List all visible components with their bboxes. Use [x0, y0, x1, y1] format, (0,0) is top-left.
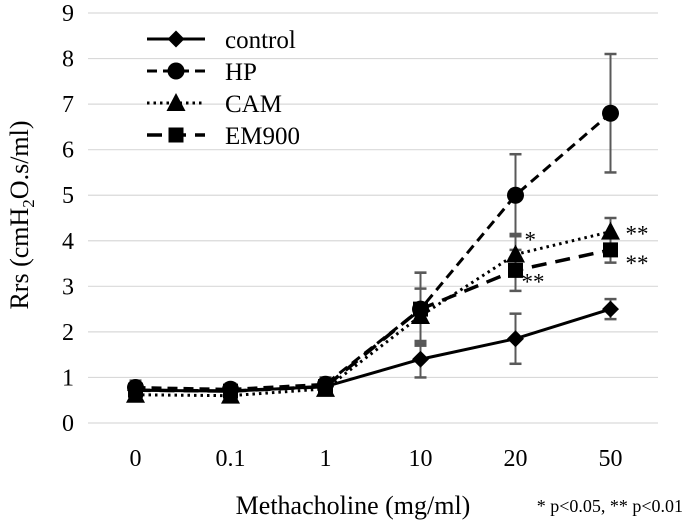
legend-label-EM900: EM900 — [225, 123, 300, 150]
legend-item-HP: HP — [147, 59, 257, 86]
marker-control-50 — [602, 300, 619, 318]
y-tick-labels-group: 0 1 2 3 4 5 6 7 8 9 — [62, 1, 74, 437]
marker-HP-50 — [602, 104, 619, 122]
y-tick-label-9: 9 — [62, 1, 74, 27]
significance-footnote: * p<0.05, ** p<0.01 — [536, 496, 683, 516]
legend-label-CAM: CAM — [225, 91, 282, 118]
y-tick-label-8: 8 — [62, 47, 74, 73]
series-line-HP — [135, 112, 612, 391]
y-tick-label-4: 4 — [62, 229, 74, 255]
marker-EM900-0 — [128, 382, 143, 398]
x-axis-title: Methacholine (mg/ml) — [235, 491, 471, 520]
legend-marker-HP-icon — [167, 62, 185, 80]
series-EM900 — [128, 242, 618, 399]
x-tick-label-1: 1 — [320, 446, 332, 472]
series-line-EM900 — [135, 248, 611, 393]
series-CAM — [126, 221, 620, 404]
legend-marker-CAM-icon — [166, 93, 186, 111]
y-axis-title-subscript: 2 — [19, 199, 39, 208]
marker-HP-20 — [507, 186, 524, 204]
x-tick-label-0.1: 0.1 — [216, 446, 246, 472]
annotation-CAM-50: ** — [626, 222, 649, 247]
legend-label-control: control — [225, 27, 296, 54]
marker-EM900-20 — [508, 262, 523, 278]
legend-marker-EM900-icon — [168, 127, 184, 143]
x-tick-label-0: 0 — [130, 446, 142, 472]
y-tick-label-5: 5 — [62, 183, 74, 209]
legend-item-CAM: CAM — [147, 91, 282, 118]
x-tick-label-50: 50 — [599, 446, 623, 472]
x-tick-label-10: 10 — [409, 446, 433, 472]
y-tick-label-0: 0 — [62, 411, 74, 437]
marker-control-10 — [412, 350, 429, 368]
y-axis-title-post: O.s/ml) — [5, 120, 34, 200]
marker-EM900-1 — [318, 379, 333, 395]
annotation-CAM-20: * — [525, 227, 537, 252]
series-control — [127, 300, 619, 400]
legend-item-control: control — [147, 27, 296, 54]
y-tick-label-2: 2 — [62, 320, 74, 346]
x-tick-labels-group: 0 0.1 1 10 20 50 — [130, 446, 623, 472]
marker-CAM-50 — [601, 221, 620, 240]
marker-CAM-20 — [506, 244, 525, 263]
legend: control HP CAM EM900 — [147, 27, 300, 150]
y-axis-title-pre: Rrs (cmH — [5, 207, 34, 310]
y-tick-label-6: 6 — [62, 138, 74, 164]
marker-EM900-50 — [603, 242, 618, 258]
legend-marker-control-icon — [167, 30, 185, 48]
legend-item-EM900: EM900 — [147, 123, 300, 150]
series-line-control — [135, 307, 611, 393]
gridlines-group — [88, 12, 658, 424]
annotations-group: ******* — [522, 222, 649, 295]
series-line-CAM — [135, 230, 611, 398]
marker-control-20 — [507, 330, 524, 348]
annotation-EM900-20: ** — [522, 269, 545, 294]
y-tick-label-7: 7 — [62, 92, 74, 118]
marker-EM900-0.1 — [223, 383, 238, 399]
y-tick-label-1: 1 — [62, 365, 74, 391]
marker-EM900-10 — [413, 301, 428, 317]
legend-label-HP: HP — [225, 59, 257, 86]
y-tick-label-3: 3 — [62, 274, 74, 300]
x-tick-label-20: 20 — [504, 446, 528, 472]
annotation-EM900-50: ** — [626, 251, 649, 276]
y-axis-title: Rrs (cmH2O.s/ml) — [5, 120, 38, 310]
